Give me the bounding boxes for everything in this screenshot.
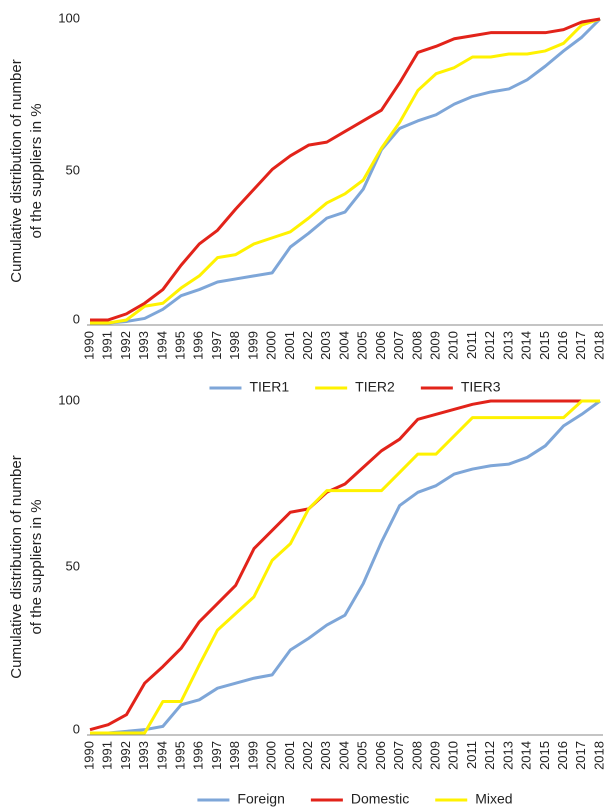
x-tick-label: 2017 <box>573 741 588 770</box>
x-tick-label: 2008 <box>409 331 424 360</box>
x-tick-label: 2000 <box>264 331 279 360</box>
x-tick-label: 2006 <box>373 331 388 360</box>
x-tick-label: 2005 <box>355 331 370 360</box>
legend-label: Foreign <box>237 791 284 807</box>
x-tick-label: 1995 <box>173 331 188 360</box>
x-tick-label: 2003 <box>318 741 333 770</box>
x-tick-label: 1995 <box>173 741 188 770</box>
series-line <box>90 17 601 325</box>
x-tick-label: 2015 <box>537 741 552 770</box>
x-tick-label: 1996 <box>191 331 206 360</box>
x-tick-label: 2004 <box>336 331 351 360</box>
x-tick-label: 1993 <box>136 331 151 360</box>
x-tick-label: 1998 <box>227 741 242 770</box>
x-tick-label: 1996 <box>191 741 206 770</box>
x-tick-label: 2015 <box>537 331 552 360</box>
x-tick-label: 1991 <box>100 741 115 770</box>
x-tick-label: 2005 <box>355 741 370 770</box>
legend-label: Domestic <box>351 791 409 807</box>
x-tick-label: 2014 <box>519 331 534 360</box>
x-tick-label: 2003 <box>318 331 333 360</box>
x-tick-label: 2010 <box>446 741 461 770</box>
x-tick-label: 2016 <box>555 741 570 770</box>
x-tick-label: 1990 <box>81 741 96 770</box>
legend-label: Mixed <box>475 791 512 807</box>
y-tick-label: 0 <box>73 721 80 736</box>
series-line <box>89 399 600 732</box>
x-tick-label: 2014 <box>519 741 534 770</box>
x-tick-label: 1992 <box>118 331 133 360</box>
legend-label: TIER3 <box>461 379 501 395</box>
x-tick-label: 1999 <box>245 741 260 770</box>
y-tick-label: 0 <box>73 311 80 326</box>
x-tick-label: 2010 <box>446 331 461 360</box>
y-axis-title: of the suppliers in % <box>28 103 45 238</box>
x-tick-label: 1991 <box>100 331 115 360</box>
x-tick-label: 1998 <box>227 331 242 360</box>
x-tick-label: 2000 <box>264 741 279 770</box>
legend-label: TIER1 <box>249 379 289 395</box>
x-tick-label: 2009 <box>428 741 443 770</box>
series-line <box>90 17 601 322</box>
x-tick-label: 1992 <box>118 741 133 770</box>
x-tick-label: 2017 <box>573 331 588 360</box>
x-tick-label: 2006 <box>373 741 388 770</box>
y-tick-label: 50 <box>66 558 80 573</box>
x-tick-label: 1993 <box>136 741 151 770</box>
series-line <box>90 399 600 735</box>
x-tick-label: 2004 <box>336 741 351 770</box>
x-tick-label: 1994 <box>154 741 169 770</box>
x-tick-label: 2016 <box>555 331 570 360</box>
x-tick-label: 2013 <box>500 331 515 360</box>
y-axis-title: of the suppliers in % <box>28 499 45 634</box>
x-tick-label: 2012 <box>482 331 497 360</box>
x-tick-label: 2011 <box>464 331 479 359</box>
x-tick-label: 1997 <box>209 741 224 770</box>
x-tick-label: 2008 <box>409 741 424 770</box>
y-tick-label: 100 <box>58 10 80 25</box>
x-tick-label: 2007 <box>391 741 406 770</box>
series-line <box>90 17 602 325</box>
x-tick-label: 2002 <box>300 741 315 770</box>
y-tick-label: 50 <box>66 162 80 177</box>
x-tick-label: 2013 <box>500 741 515 770</box>
y-axis-title: Cumulative distribution of number <box>8 455 25 678</box>
x-tick-label: 2018 <box>591 741 606 770</box>
x-tick-label: 1990 <box>81 331 96 360</box>
x-tick-label: 1994 <box>154 331 169 360</box>
x-tick-label: 2011 <box>464 741 479 769</box>
legend-label: TIER2 <box>355 379 395 395</box>
x-tick-label: 2012 <box>482 741 497 770</box>
x-tick-label: 2002 <box>300 331 315 360</box>
series-line <box>90 399 601 735</box>
x-tick-label: 2007 <box>391 331 406 360</box>
x-tick-label: 1997 <box>209 331 224 360</box>
x-tick-label: 2018 <box>591 331 606 360</box>
x-tick-label: 2001 <box>282 741 297 770</box>
x-tick-label: 2009 <box>428 331 443 360</box>
x-tick-label: 2001 <box>282 331 297 360</box>
x-tick-label: 1999 <box>245 331 260 360</box>
y-axis-title: Cumulative distribution of number <box>8 59 25 282</box>
y-tick-label: 100 <box>58 392 80 407</box>
